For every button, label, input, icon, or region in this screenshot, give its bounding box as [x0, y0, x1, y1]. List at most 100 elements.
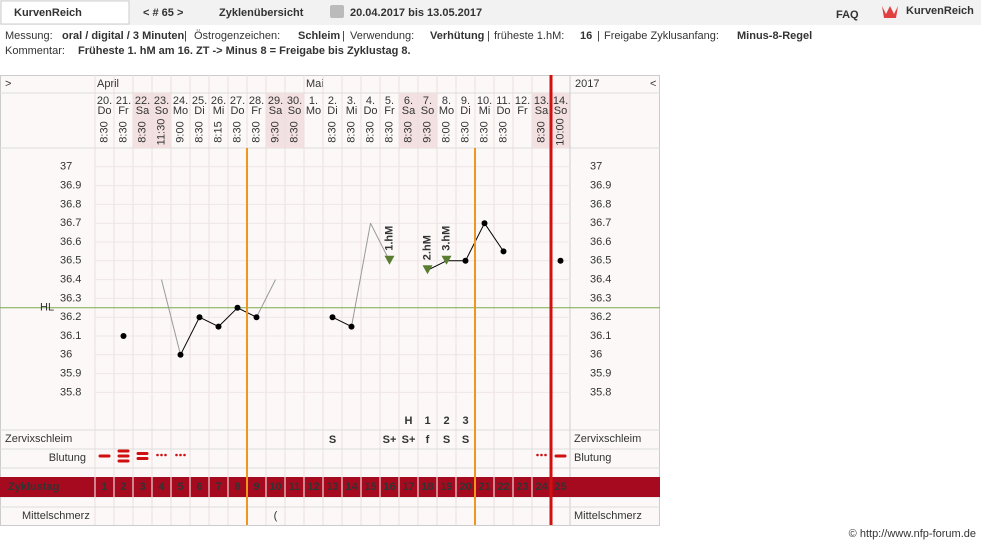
bleeding-dot: [536, 453, 539, 457]
temperature-point: [177, 351, 184, 358]
cycle-day: 22: [497, 481, 509, 493]
cycle-nav[interactable]: < # 65 >: [143, 7, 183, 19]
cycle-day: 12: [307, 481, 319, 493]
top-bar: [0, 0, 981, 25]
temperature-segment: [161, 279, 181, 355]
cervix-row-label-right: Zervixschleim: [574, 433, 641, 445]
bleeding-dot: [544, 453, 547, 457]
cycle-day: 5: [177, 481, 183, 493]
logo-text[interactable]: KurvenReich: [906, 5, 974, 17]
date-label: 14.: [553, 95, 568, 107]
cycle-day: 18: [421, 481, 433, 493]
y-tick-label-right: 36.4: [590, 274, 611, 286]
temperature-segment: [218, 307, 238, 327]
year: 2017: [575, 78, 599, 90]
period: 20.04.2017 bis 13.05.2017: [350, 7, 482, 19]
y-tick-label-right: 36.8: [590, 198, 611, 210]
y-tick-label: 36.1: [60, 330, 81, 342]
time-label: 8:30: [459, 121, 471, 142]
weekend-cell: [532, 93, 551, 148]
hm-label: 3.hM: [440, 226, 452, 251]
nav-right[interactable]: <: [650, 78, 656, 90]
bleeding-dot: [160, 453, 163, 457]
weekend-cell: [285, 93, 304, 148]
nav-left[interactable]: >: [5, 78, 11, 90]
weekday-label: Sa: [269, 105, 283, 117]
y-tick-label-right: 35.9: [590, 368, 611, 380]
bleeding-bar: [554, 454, 567, 458]
weekday-label: Fr: [384, 105, 395, 117]
info-value: Schleim: [298, 30, 340, 42]
time-label: 9:30: [269, 121, 281, 142]
time-label: 8:30: [250, 121, 262, 142]
weekday-label: Do: [97, 105, 111, 117]
time-label: 8:30: [535, 121, 547, 142]
date-label: 4.: [366, 95, 375, 107]
bleeding-dot: [175, 453, 178, 457]
y-tick-label: 35.9: [60, 368, 81, 380]
cycle-day: 23: [516, 481, 528, 493]
cervix-sign: S: [329, 434, 336, 446]
weekday-label: Di: [460, 105, 470, 117]
weekday-label: Mo: [173, 105, 188, 117]
time-label: 10:00: [554, 118, 566, 146]
date-label: 28.: [249, 95, 264, 107]
time-label: 8:30: [402, 121, 414, 142]
month-label: Mai: [306, 78, 324, 90]
temperature-point: [557, 257, 564, 264]
weekday-label: Fr: [251, 105, 262, 117]
cycle-day: 24: [535, 481, 548, 493]
info-value: 16: [580, 30, 592, 42]
temperature-point: [215, 323, 222, 330]
time-label: 8:30: [117, 121, 129, 142]
app-name[interactable]: KurvenReich: [14, 7, 82, 19]
overview-link[interactable]: Zyklenübersicht: [219, 7, 304, 19]
time-label: 8:30: [98, 121, 110, 142]
date-label: 12.: [515, 95, 530, 107]
temperature-segment: [180, 316, 200, 356]
print-icon[interactable]: [330, 5, 344, 18]
weekday-label: Do: [230, 105, 244, 117]
weekday-label: Do: [363, 105, 377, 117]
y-tick-label-right: 36.2: [590, 311, 611, 323]
date-label: 20.: [97, 95, 112, 107]
weekday-label: Mi: [479, 105, 491, 117]
weekday-label: Mo: [306, 105, 321, 117]
y-tick-label: 36.3: [60, 292, 81, 304]
temperature-point: [481, 220, 488, 227]
bleeding-bar: [136, 452, 149, 455]
cycle-day: 10: [269, 481, 281, 493]
faq-link[interactable]: FAQ: [836, 9, 859, 21]
time-label: 8:00: [440, 121, 452, 142]
time-label: 8:30: [231, 121, 243, 142]
time-label: 8:15: [212, 121, 224, 142]
y-tick-label-right: 37: [590, 161, 602, 173]
temperature-segment: [199, 316, 219, 328]
hm-label: 1.hM: [383, 226, 395, 251]
weekday-label: Di: [194, 105, 204, 117]
weekday-label: So: [155, 105, 168, 117]
bleeding-dot: [164, 453, 167, 457]
cervix-sign: S+: [383, 434, 397, 446]
mittelschmerz-row-label-right: Mittelschmerz: [574, 510, 642, 522]
temperature-point: [462, 257, 469, 264]
weekday-label: So: [421, 105, 434, 117]
weekday-label: Mo: [439, 105, 454, 117]
hm-label: 2.hM: [421, 235, 433, 260]
info-label: Verwendung:: [350, 30, 414, 42]
date-label: 2.: [328, 95, 337, 107]
cervix-sign: S: [462, 434, 469, 446]
cycle-day-row-label: Zyklustag: [8, 481, 59, 493]
time-label: 9:00: [174, 121, 186, 142]
weekday-label: Sa: [535, 105, 549, 117]
date-label: 24.: [173, 95, 188, 107]
info-value: Minus-8-Regel: [737, 30, 812, 42]
date-label: 23.: [154, 95, 169, 107]
cycle-day: 15: [364, 481, 376, 493]
mittelschmerz-sign: (: [274, 510, 278, 522]
peak-count: 2: [443, 415, 449, 427]
peak-count: 1: [424, 415, 430, 427]
time-label: 8:30: [326, 121, 338, 142]
bleeding-dot: [540, 453, 543, 457]
